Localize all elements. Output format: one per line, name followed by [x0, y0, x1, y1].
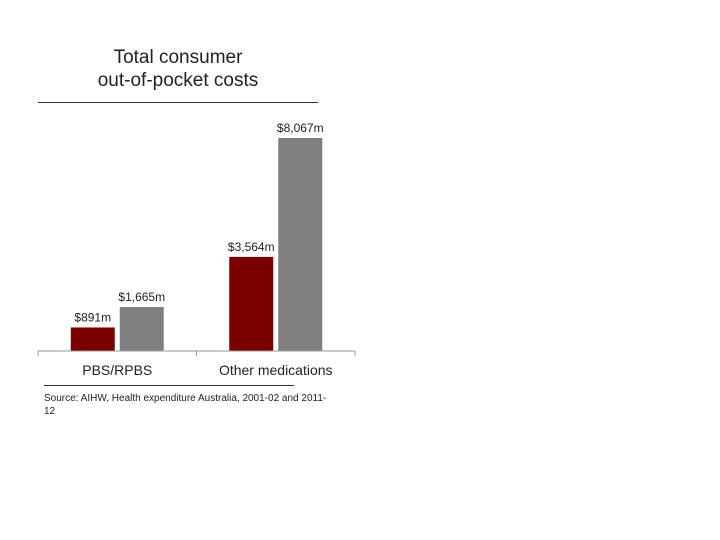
title-divider	[38, 102, 318, 103]
x-axis-ticks	[37, 351, 356, 356]
bars-group	[70, 138, 323, 351]
bar	[229, 256, 274, 351]
chart-title-line-2: out-of-pocket costs	[97, 70, 259, 91]
bar	[278, 138, 323, 351]
bar	[70, 327, 115, 351]
bar-value-label: $8,067m	[277, 121, 324, 135]
source-divider	[44, 385, 294, 386]
bar-value-label: $3,564m	[228, 240, 275, 254]
value-labels-group: $891m $1,665m $3,564m $8,067m	[74, 121, 323, 324]
chart-title: Total consumer out-of-pocket costs	[38, 46, 318, 92]
category-label: Other medications	[219, 362, 333, 378]
bar	[119, 307, 164, 351]
source-note: Source: AIHW, Health expenditure Austral…	[44, 393, 327, 417]
category-labels-group: PBS/RPBS Other medications	[82, 362, 332, 378]
chart-title-line-1: Total consumer	[113, 47, 243, 68]
category-label: PBS/RPBS	[82, 362, 152, 378]
bar-value-label: $1,665m	[118, 290, 165, 304]
bar-value-label: $891m	[74, 310, 111, 324]
